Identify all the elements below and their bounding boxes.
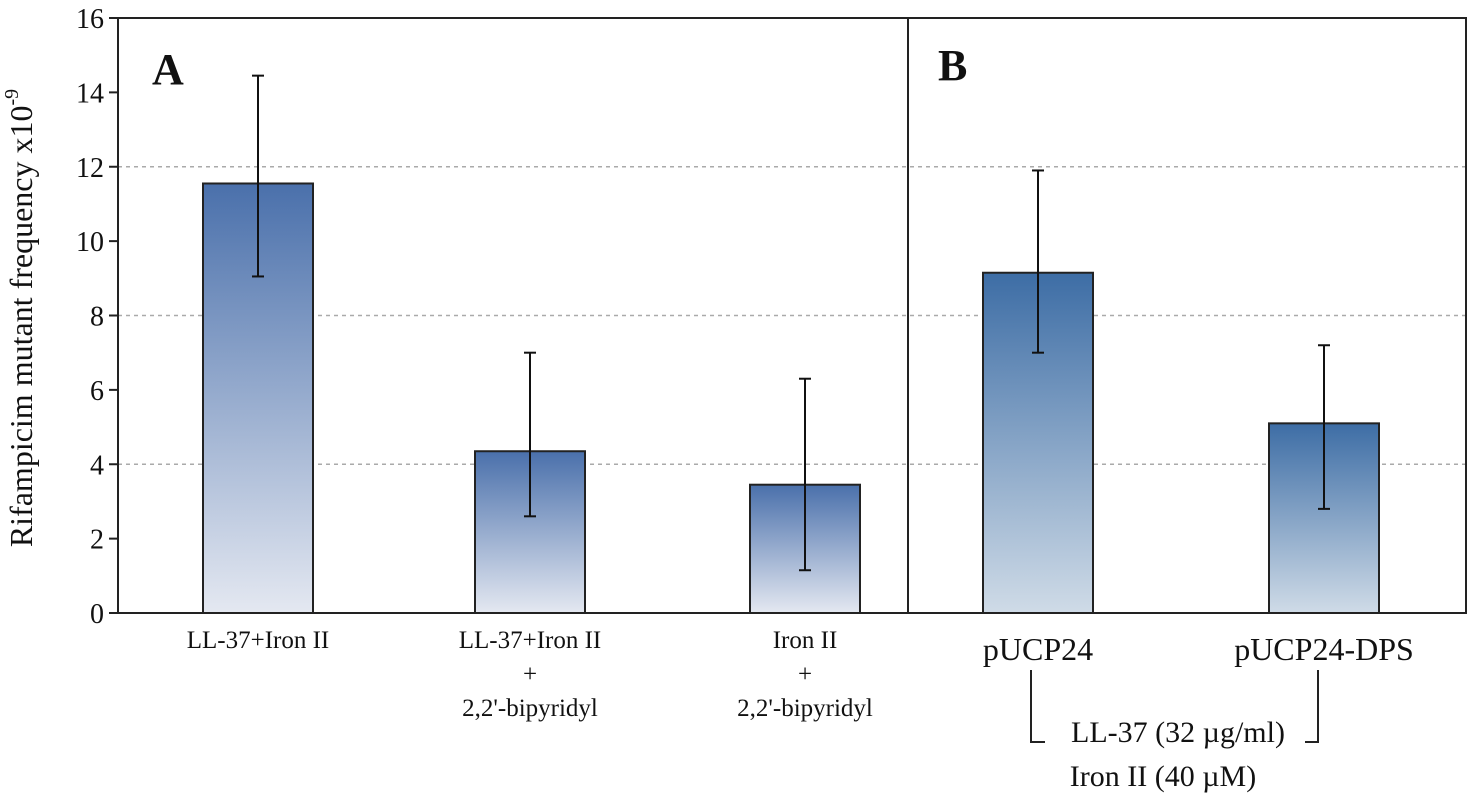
y-axis-label-text: Rifampicim mutant frequency x10: [3, 106, 39, 548]
y-tick-label: 4: [90, 450, 104, 481]
y-axis-label-exponent: -9: [1, 89, 23, 106]
category-labels: LL-37+Iron II LL-37+Iron II +2,2'-bipyridy…: [187, 627, 1414, 722]
x-category-label: LL-37+Iron II: [187, 627, 330, 654]
x-category-label: 2,2'-bipyridyl: [462, 695, 598, 722]
panel-a-label: A: [152, 45, 184, 94]
y-tick-label: 14: [76, 78, 104, 109]
x-category-label: pUCP24-DPS: [1234, 631, 1414, 667]
bracket: [1030, 670, 1319, 743]
annotation-ll37: LL-37 (32 µg/ml): [1071, 716, 1285, 749]
bars: [202, 182, 1380, 614]
annotation-iron: Iron II (40 µM): [1070, 760, 1256, 793]
y-tick-label: 0: [90, 599, 104, 630]
x-category-label: pUCP24: [983, 631, 1093, 667]
y-axis-label: Rifampicim mutant frequency x10-9: [1, 89, 39, 547]
grid-lines: [118, 166, 1466, 465]
x-category-label: +: [798, 661, 812, 688]
x-category-label: LL-37+Iron II: [459, 627, 602, 654]
y-tick-label: 6: [90, 376, 104, 407]
y-tick-label: 12: [76, 153, 104, 184]
x-category-label: 2,2'-bipyridyl: [737, 695, 873, 722]
x-category-label: Iron II: [773, 627, 838, 654]
y-tick-label: 8: [90, 302, 104, 333]
y-tick-label: 2: [90, 525, 104, 556]
y-tick-label: 10: [76, 227, 104, 258]
panel-b-label: B: [938, 41, 967, 90]
x-category-label: +: [523, 661, 537, 688]
error-bars: [252, 74, 1330, 572]
y-axis-ticks: 0 2 4 6 8 10 12 14 16: [76, 4, 118, 630]
y-tick-label: 16: [76, 4, 104, 35]
